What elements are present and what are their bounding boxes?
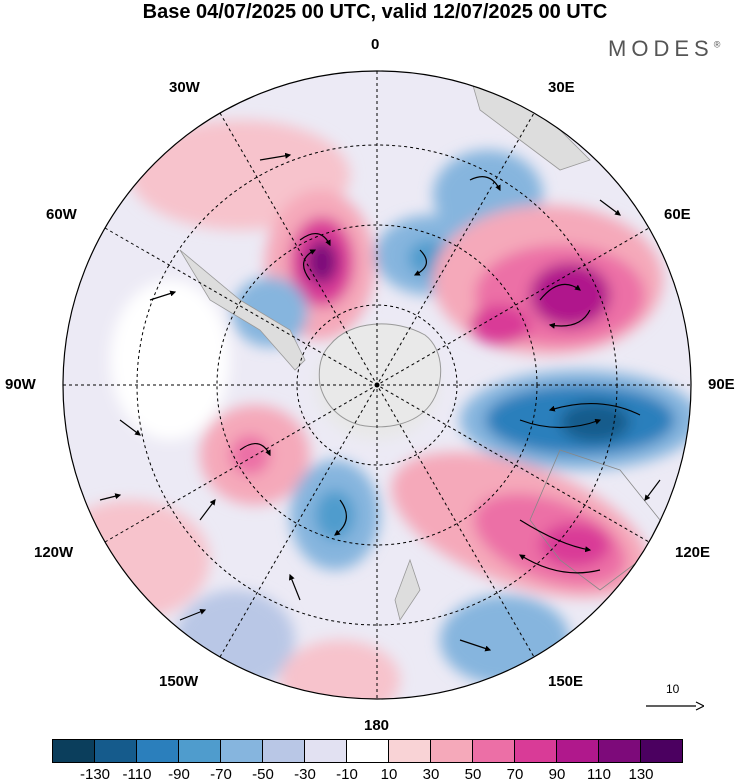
colorbar-segment — [52, 739, 95, 763]
colorbar-segment — [304, 739, 347, 763]
colorbar-segment — [94, 739, 137, 763]
colorbar-tick-label: 10 — [380, 766, 398, 783]
south-pole-point — [374, 382, 380, 388]
colorbar-segment — [178, 739, 221, 763]
reference-vector — [646, 701, 704, 711]
lon-label-60e: 60E — [664, 206, 691, 223]
lon-label-30w: 30W — [169, 79, 200, 96]
wind-vectors — [99, 152, 661, 652]
lon-label-120e: 120E — [675, 544, 711, 561]
brand-name: MODES — [608, 36, 714, 61]
brand-mark: ® — [713, 39, 721, 50]
colorbar-tick-label: -50 — [252, 766, 274, 783]
colorbar-tick-label: 130 — [628, 766, 654, 783]
map-title: Base 04/07/2025 00 UTC, valid 12/07/2025… — [142, 1, 608, 23]
colorbar-segment — [430, 739, 473, 763]
lon-label-90w: 90W — [5, 376, 36, 393]
colorbar-tick-label: 30 — [422, 766, 440, 783]
colorbar-tick-label: 90 — [548, 766, 566, 783]
polar-map — [62, 70, 692, 700]
colorbar-segment — [556, 739, 599, 763]
lon-label-150w: 150W — [159, 673, 199, 690]
colorbar-tick-label: -30 — [294, 766, 316, 783]
colorbar-segment — [136, 739, 179, 763]
colorbar-segment — [472, 739, 515, 763]
colorbar-tick-label: 50 — [464, 766, 482, 783]
brand-logo: MODES® — [608, 36, 720, 62]
colorbar-tick-label: -70 — [210, 766, 232, 783]
lon-label-0: 0 — [371, 36, 380, 53]
lon-label-150e: 150E — [548, 673, 584, 690]
lon-label-60w: 60W — [46, 206, 77, 223]
australia-land — [529, 449, 661, 591]
lon-label-120w: 120W — [34, 544, 74, 561]
colorbar-tick-label: -90 — [168, 766, 190, 783]
lon-label-90e: 90E — [708, 376, 735, 393]
lon-label-180: 180 — [364, 717, 390, 734]
colorbar-segment — [640, 739, 683, 763]
colorbar-segment — [514, 739, 557, 763]
colorbar-tick-label: -10 — [336, 766, 358, 783]
map-border — [62, 70, 692, 700]
colorbar-tick-label: 70 — [506, 766, 524, 783]
colorbar-segment — [388, 739, 431, 763]
colorbar-segment — [220, 739, 263, 763]
colorbar-tick-label: 110 — [587, 766, 611, 783]
colorbar-segment — [346, 739, 389, 763]
lon-label-30e: 30E — [548, 79, 575, 96]
colorbar-tick-label: -130 — [79, 766, 111, 783]
colorbar-labels: -130 -110 -90 -70 -50 -30 -10 10 30 50 70 90 110 130 — [0, 766, 750, 783]
colorbar-segment — [598, 739, 641, 763]
colorbar-segment — [262, 739, 305, 763]
new-zealand-land — [394, 558, 421, 621]
reference-vector-label: 10 — [666, 682, 680, 696]
colorbar — [52, 739, 683, 763]
colorbar-tick-label: -110 — [122, 766, 152, 783]
